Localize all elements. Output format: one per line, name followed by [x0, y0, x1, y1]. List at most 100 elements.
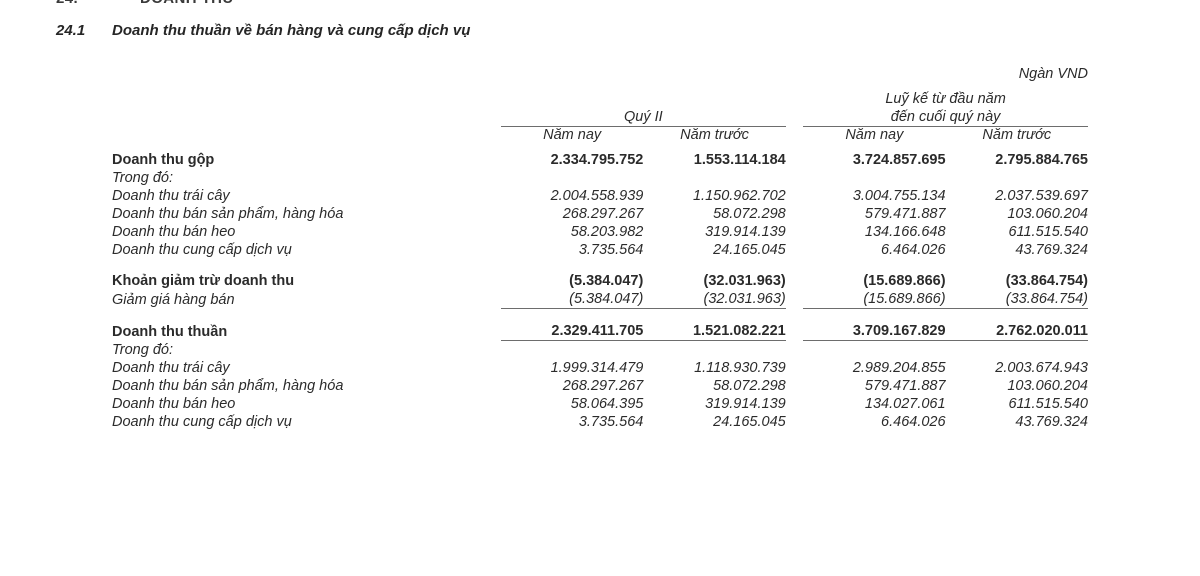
- value-q-current: 58.064.395: [570, 395, 644, 412]
- row-gap: [786, 187, 803, 205]
- value-ytd-current: 3.004.755.134: [852, 188, 946, 205]
- row-label: Doanh thu bán heo: [112, 395, 236, 412]
- value-ytd-previous: (33.864.754): [945, 290, 1088, 310]
- table-row: Doanh thu cung cấp dịch vụ 3.735.564 24.16…: [112, 241, 1088, 259]
- value-ytd-current: (15.689.866): [803, 290, 946, 310]
- section-heading: 24. DOANH THU: [56, 0, 234, 6]
- table-row: Doanh thu bán heo 58.203.982 319.914.139 13…: [112, 223, 1088, 241]
- column-header-ytd-previous: Năm trước: [982, 127, 1052, 144]
- value-ytd-previous: 2.762.020.011: [945, 308, 1088, 342]
- table-row: Doanh thu thuần 2.329.411.705 1.521.082.22…: [112, 308, 1088, 342]
- row-label: Trong đó:: [112, 341, 173, 358]
- value-q-previous: 1.521.082.221: [643, 308, 786, 342]
- column-header-q-previous: Năm trước: [680, 127, 749, 144]
- value-q-previous: 24.165.045: [713, 413, 786, 430]
- value-ytd-previous: 43.769.324: [1015, 242, 1088, 259]
- value-ytd-previous: 2.037.539.697: [995, 188, 1088, 205]
- value-ytd-previous: 611.515.540: [1008, 224, 1088, 241]
- table-body: Doanh thu gộp 2.334.795.752 1.553.114.184 3…: [108, 143, 1088, 431]
- row-label: Doanh thu cung cấp dịch vụ: [112, 413, 292, 430]
- value-ytd-previous: 2.795.884.765: [995, 152, 1088, 169]
- row-gap: [786, 259, 803, 290]
- value-ytd-previous: 2.003.674.943: [995, 359, 1088, 376]
- row-label: Doanh thu gộp: [112, 152, 215, 169]
- table-row: Khoản giảm trừ doanh thu (5.384.047) (32.0…: [112, 259, 1088, 290]
- group-header-cumulative-line2: đến cuối quý này: [890, 109, 1001, 126]
- value-ytd-previous: (33.864.754): [1005, 273, 1088, 290]
- value-q-previous: (32.031.963): [643, 290, 786, 310]
- column-header-row: Năm nay Năm trước Năm nay Năm trước: [112, 127, 1088, 144]
- subsection-heading: 24.1 Doanh thu thuần về bán hàng và cung…: [56, 22, 470, 39]
- value-ytd-current: 134.166.648: [864, 224, 946, 241]
- group-header-cumulative-line1: Luỹ kế từ đầu năm: [885, 91, 1006, 107]
- table-row: Doanh thu cung cấp dịch vụ 3.735.564 24.16…: [112, 413, 1088, 431]
- value-q-current: 268.297.267: [562, 206, 644, 223]
- value-q-previous: 319.914.139: [705, 395, 786, 412]
- value-highlighted: 2.004.558.939: [547, 187, 644, 205]
- unit-label: Ngàn VND: [1018, 66, 1088, 82]
- value-q-previous: [643, 341, 785, 359]
- row-label: Doanh thu cung cấp dịch vụ: [112, 242, 292, 259]
- table-row: Giảm giá hàng bán (5.384.047) (32.031.963)…: [112, 290, 1088, 310]
- value-ytd-current: 579.471.887: [864, 377, 946, 394]
- revenue-table: Quý II Luỹ kế từ đầu năm đến cuối quý nà…: [108, 90, 1088, 431]
- group-gap: [786, 90, 803, 127]
- row-gap: [786, 377, 803, 395]
- row-gap: [786, 341, 803, 359]
- value-ytd-current: (15.689.866): [863, 273, 946, 290]
- column-header-ytd-current: Năm nay: [845, 127, 904, 144]
- value-ytd-current: 3.709.167.829: [803, 308, 946, 342]
- row-label: Doanh thu trái cây: [108, 187, 501, 205]
- row-gap: [786, 143, 803, 169]
- value-q-current: (5.384.047): [569, 273, 644, 290]
- value-q-current: [501, 169, 643, 187]
- row-gap: [786, 290, 803, 309]
- row-label: Doanh thu bán sản phẩm, hàng hóa: [112, 206, 344, 223]
- row-gap: [786, 359, 803, 377]
- row-gap: [786, 223, 803, 241]
- table-row: Doanh thu gộp 2.334.795.752 1.553.114.184 3…: [112, 143, 1088, 169]
- row-label: Doanh thu bán sản phẩm, hàng hóa: [112, 377, 344, 394]
- value-ytd-current: 134.027.061: [864, 395, 946, 412]
- row-gap: [786, 309, 803, 341]
- row-label: Khoản giảm trừ doanh thu: [112, 273, 295, 290]
- row-label: Doanh thu thuần: [112, 323, 228, 340]
- value-ytd-current: 3.724.857.695: [852, 152, 946, 169]
- row-label-highlighted: Doanh thu trái cây: [108, 358, 232, 376]
- value-ytd-previous: 611.515.540: [1008, 395, 1088, 412]
- value-ytd-previous: [946, 341, 1088, 359]
- value-q-current: 2.334.795.752: [550, 152, 644, 169]
- group-header-cumulative: Luỹ kế từ đầu năm đến cuối quý này: [803, 90, 1088, 128]
- column-gap: [786, 127, 803, 144]
- table-row: Doanh thu bán sản phẩm, hàng hóa 268.297.…: [112, 377, 1088, 395]
- table-row: Doanh thu trái cây 1.999.314.479 1.118.930…: [108, 357, 1088, 377]
- value-q-current: (5.384.047): [500, 290, 644, 310]
- value-ytd-current: [803, 341, 945, 359]
- row-gap: [786, 413, 803, 431]
- value-ytd-previous: 103.060.204: [1007, 206, 1088, 223]
- value-q-current: 1.999.314.479: [501, 357, 648, 377]
- value-q-previous: 319.914.139: [705, 224, 786, 241]
- column-header-q-current: Năm nay: [543, 127, 602, 144]
- subsection-number: 24.1: [56, 22, 86, 39]
- value-q-previous: 1.118.930.739: [694, 359, 786, 376]
- row-gap: [786, 205, 803, 223]
- table-row: Doanh thu trái cây 2.004.558.939 1.150.962…: [108, 187, 1088, 205]
- table-row: Trong đó:: [112, 169, 1088, 187]
- value-q-previous: [643, 169, 785, 187]
- value-q-current: 2.004.558.939: [501, 187, 643, 205]
- column-header-spacer: [112, 127, 501, 144]
- row-gap: [786, 241, 803, 259]
- value-ytd-current: 2.989.204.855: [852, 359, 946, 376]
- value-q-current: 58.203.982: [570, 224, 644, 241]
- table-row: Doanh thu bán sản phẩm, hàng hóa 268.297.…: [112, 205, 1088, 223]
- value-ytd-previous: 103.060.204: [1007, 377, 1088, 394]
- group-header-row: Quý II Luỹ kế từ đầu năm đến cuối quý nà…: [112, 90, 1088, 128]
- value-q-previous: 58.072.298: [713, 206, 786, 223]
- group-header-quarter: Quý II: [500, 90, 786, 128]
- value-ytd-current: 6.464.026: [881, 413, 946, 430]
- value-q-current: 3.735.564: [578, 242, 644, 259]
- value-ytd-previous: 43.769.324: [1015, 413, 1088, 430]
- value-q-current: [501, 341, 643, 359]
- section-title: DOANH THU: [140, 0, 234, 6]
